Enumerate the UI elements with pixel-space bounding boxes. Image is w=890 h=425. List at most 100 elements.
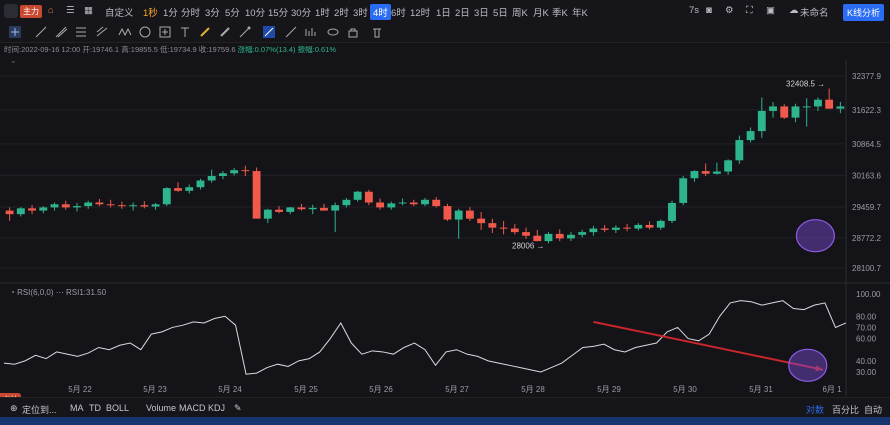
candle-body [129,205,138,207]
rsi-tick: 40.00 [856,357,877,366]
trash-icon[interactable] [370,25,384,39]
period-item[interactable]: 1时 [315,8,330,19]
period-item[interactable]: 周K [512,8,528,19]
candle-body [499,227,508,229]
eraser-icon[interactable] [218,25,232,39]
candle-body [61,204,70,208]
grid-icon[interactable]: ▦ [84,5,93,16]
locate-button[interactable]: 定位到... [22,405,57,415]
period-item[interactable]: 1日 [436,8,451,19]
brush-icon[interactable] [238,25,252,39]
lock-icon[interactable] [346,25,360,39]
magnet-icon[interactable] [262,25,276,39]
dots-icon[interactable]: ⋯ [55,288,66,297]
candle-body [724,160,733,172]
camera-icon[interactable]: ◙ [706,5,712,16]
period-item[interactable]: 15分 [268,8,289,19]
ohlc-info: 时间:2022-09-16 12:00 开:19746.1 高:19855.5 … [4,44,336,55]
indicator-boll[interactable]: BOLL [106,403,130,413]
list-icon[interactable]: ☰ [66,5,75,16]
candle-body [376,202,385,208]
price-tick: 28100.7 [852,264,881,273]
period-item[interactable]: 2日 [455,8,470,19]
candle-body [218,173,227,177]
bottom-toolbar: ⊕ 定位到... MA TD BOLL Volume MACD KDJ ✎ 对数… [0,397,890,418]
period-item[interactable]: 5分 [225,8,240,19]
main-button[interactable]: 主力 [20,5,42,18]
period-item-active[interactable]: 4时 [370,4,391,20]
candle-body [645,224,654,228]
collapse-arrow-icon[interactable]: ⌄ [10,56,17,65]
candle-body [5,210,14,215]
time-tick: 5月 25 [294,385,318,394]
fullscreen-icon[interactable]: ⛶ [746,5,753,16]
home-icon[interactable]: ⌂ [48,5,54,16]
custom-button[interactable]: 自定义 [105,8,134,19]
period-item[interactable]: 3时 [353,8,368,19]
period-item[interactable]: 6时 [391,8,406,19]
bell-icon[interactable]: ◔ [10,288,18,297]
locate-icon[interactable]: ⊕ [10,403,18,413]
period-item[interactable]: 月K [533,8,549,19]
trend-arrow-line [593,320,824,371]
period-item[interactable]: 季K [552,8,568,19]
channel-tool-icon[interactable] [95,25,109,39]
cloud-icon[interactable]: ☁ [789,5,799,16]
user-name[interactable]: 未命名 [800,8,829,19]
percent-button[interactable]: 百分比 [832,405,860,415]
period-item[interactable]: 年K [572,8,588,19]
period-item[interactable]: 3日 [474,8,489,19]
candle-body [387,203,396,208]
period-item[interactable]: 30分 [291,8,312,19]
candle-body [140,205,149,207]
period-item[interactable]: 12时 [410,8,431,19]
ruler-icon[interactable] [284,25,298,39]
period-item[interactable]: 10分 [245,8,266,19]
edit-icon[interactable]: ✎ [234,403,242,413]
period-1s[interactable]: 1秒 [143,8,158,19]
candle-body [836,106,845,109]
low-marker: 28006 → [512,241,544,250]
indicator-td[interactable]: TD [89,403,101,413]
info-high: 高:19855.5 [121,45,158,54]
settings-icon[interactable]: ⚙ [725,5,734,16]
auto-button[interactable]: 自动 [864,405,883,415]
time-tick: 5月 23 [143,385,167,394]
period-item[interactable]: 2时 [334,8,349,19]
cursor-icon[interactable] [8,25,22,39]
period-item[interactable]: 5日 [493,8,508,19]
time-tick: 5月 29 [597,385,621,394]
candle-body [589,228,598,233]
candle-body [510,228,519,233]
fib-tool-icon[interactable] [74,25,88,39]
candle-body [757,110,766,132]
time-tick: 5月 30 [673,385,697,394]
period-item[interactable]: 分时 [181,8,201,19]
text-tool-icon[interactable] [178,25,192,39]
pencil-icon[interactable] [198,25,212,39]
k-analysis-button[interactable]: K线分析 [842,4,884,21]
eye-icon[interactable] [326,25,340,39]
ray-tool-icon[interactable] [54,25,68,39]
wave-tool-icon[interactable] [118,25,132,39]
circle-tool-icon[interactable] [138,25,152,39]
line-tool-icon[interactable] [34,25,48,39]
layout-icon[interactable]: ▣ [766,5,775,16]
indicator-kdj[interactable]: KDJ [208,403,226,413]
period-item[interactable]: 1分 [163,8,178,19]
candle-body [95,202,104,205]
candle-body [50,204,59,208]
time-tick: 5月 28 [521,385,545,394]
indicator-volume[interactable]: Volume [146,403,177,413]
indicator-macd[interactable]: MACD [179,403,206,413]
candle-body [230,170,239,174]
candle-body [275,209,283,212]
log-scale-button[interactable]: 对数 [806,405,825,415]
indicator-ma[interactable]: MA [70,403,84,413]
period-item[interactable]: 3分 [205,8,220,19]
candle-body [421,199,429,205]
measure-tool-icon[interactable] [158,25,172,39]
candle-body [117,205,126,207]
chart-pattern-icon[interactable] [304,25,318,39]
